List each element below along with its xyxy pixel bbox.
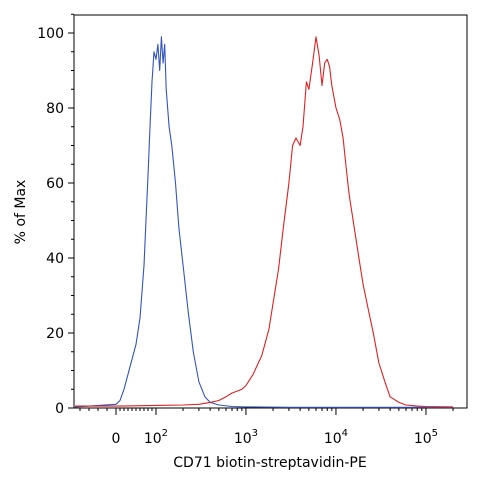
y-tick-label: 100: [37, 26, 64, 42]
x-axis-title: CD71 biotin-streptavidin-PE: [173, 455, 366, 471]
x-tick-label: 105: [414, 428, 438, 447]
x-tick-label: 103: [234, 428, 258, 447]
x-tick-label: 0: [112, 431, 121, 447]
histogram-series-2: [75, 36, 454, 408]
series-layer: [74, 36, 454, 408]
plot-frame: [73, 14, 468, 409]
x-tick-label: 102: [144, 428, 168, 447]
y-axis-title: % of Max: [13, 180, 29, 245]
y-tick-label: 80: [46, 101, 64, 117]
y-tick-label: 40: [46, 251, 64, 267]
y-tick-label: 20: [46, 326, 64, 342]
histogram-series-1: [74, 36, 454, 408]
x-tick-label: 104: [324, 428, 348, 447]
y-axis: 0 20 40 60 80 100: [37, 13, 74, 417]
x-axis: 0 102 103 104 105: [79, 408, 454, 447]
y-tick-label: 0: [55, 401, 64, 417]
y-tick-label: 60: [46, 176, 64, 192]
